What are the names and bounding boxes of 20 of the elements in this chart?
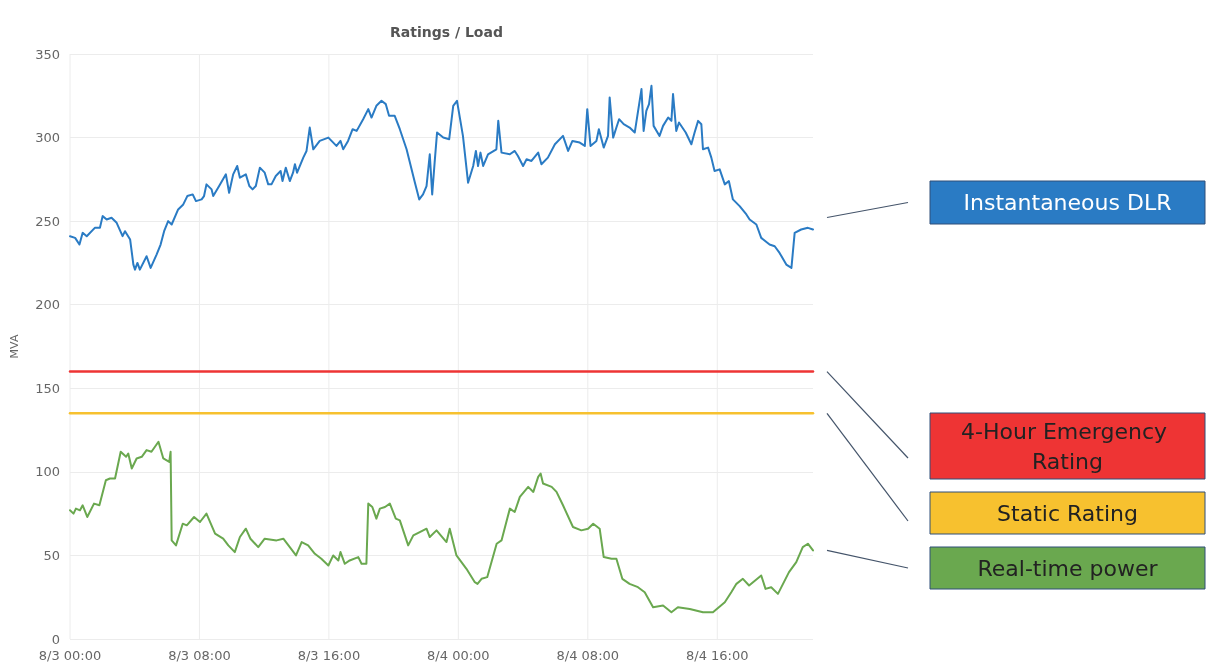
x-tick-label: 8/4 08:00 [556,648,620,663]
text: Instantaneous DLR [963,190,1172,215]
y-tick-label: 0 [51,631,60,647]
y-tick-label: 50 [43,547,60,563]
y-tick-label: 350 [35,46,60,62]
x-tick-label: 8/3 08:00 [168,648,231,663]
y-axis-title: MVA [8,334,21,359]
y-tick-label: 300 [35,130,60,146]
x-tick-label: 8/4 16:00 [685,648,749,663]
y-tick-label: 200 [35,297,60,313]
text: Real-time power [977,555,1159,581]
y-tick-label: 150 [35,380,60,396]
x-tick-label: 8/3 16:00 [297,648,361,663]
text: 4-Hour Emergency Rating [961,418,1174,474]
y-tick-label: 250 [35,213,60,229]
x-tick-label: 8/4 00:00 [427,648,490,663]
chart-title: Ratings / Load [390,24,503,40]
x-tick-label: 8/3 00:00 [38,648,102,663]
text: Static Rating [997,500,1138,526]
y-tick-label: 100 [35,464,60,480]
